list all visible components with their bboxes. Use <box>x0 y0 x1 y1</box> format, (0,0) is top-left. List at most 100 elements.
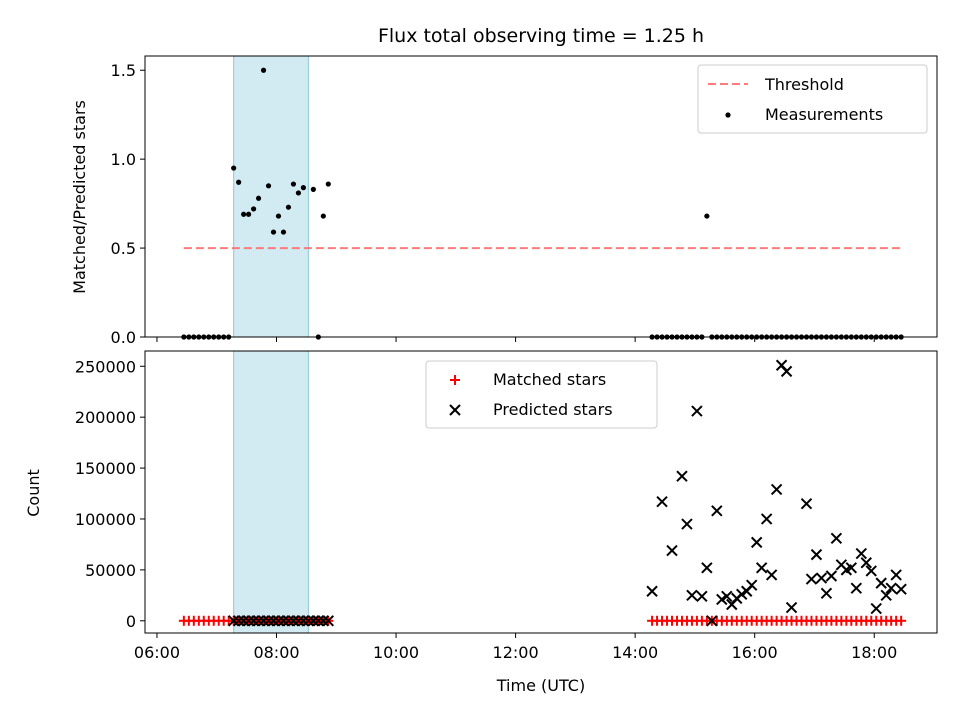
bottom-y-tick-label: 200000 <box>75 408 136 427</box>
top-y-tick-label: 0.0 <box>111 328 136 347</box>
top-y-tick-label: 1.0 <box>111 150 136 169</box>
predicted-star-point <box>805 573 818 585</box>
predicted-star-point <box>770 483 783 496</box>
predicted-star-point <box>825 570 838 582</box>
legend-threshold-label: Threshold <box>764 75 844 94</box>
measurement-point <box>246 211 252 217</box>
predicted-star-point <box>750 536 763 549</box>
measurement-point <box>285 204 292 210</box>
bottom-x-tick-label: 10:00 <box>373 643 419 662</box>
predicted-star-point <box>815 572 828 584</box>
measurement-point <box>275 213 282 219</box>
top-y-axis-label: Matched/Predicted stars <box>70 100 89 294</box>
predicted-star-point <box>317 615 330 627</box>
predicted-star-point <box>247 615 260 627</box>
predicted-star-point <box>307 615 320 627</box>
legend-measurements-label: Measurements <box>765 105 883 124</box>
predicted-star-point <box>755 562 768 574</box>
predicted-star-point <box>242 615 255 627</box>
predicted-star-point <box>875 577 887 589</box>
x-axis-label: Time (UTC) <box>496 676 585 695</box>
measurement-point <box>310 186 316 192</box>
predicted-star-point <box>820 587 833 600</box>
top-panel: 0.0 0.5 1.0 1.5 Threshold Measurements <box>111 55 938 347</box>
measurement-point <box>280 229 287 235</box>
predicted-star-point <box>701 562 713 574</box>
predicted-star-point <box>696 590 708 603</box>
bottom-y-tick-label: 0 <box>126 612 136 631</box>
top-shaded-span <box>233 55 309 338</box>
measurement-point <box>320 213 326 219</box>
measurement-point <box>231 165 237 171</box>
predicted-star-point <box>646 585 658 597</box>
legend-matched-label: Matched stars <box>493 370 606 389</box>
bottom-y-tick-label: 150000 <box>75 459 136 478</box>
predicted-star-point <box>302 615 315 627</box>
predicted-star-point <box>810 548 823 561</box>
predicted-star-point <box>272 615 285 627</box>
predicted-star-point <box>262 615 275 627</box>
predicted-star-point <box>885 582 897 594</box>
bottom-legend: Matched stars Predicted stars <box>425 360 658 429</box>
predicted-star-point <box>267 615 280 627</box>
predicted-star-point <box>865 565 877 577</box>
predicted-star-point <box>666 544 678 557</box>
predicted-star-point <box>287 615 300 627</box>
matched-star-point <box>896 615 907 626</box>
legend-predicted-label: Predicted stars <box>493 400 613 419</box>
bottom-x-tick-label: 12:00 <box>493 643 539 662</box>
predicted-star-point <box>745 579 758 591</box>
predicted-star-point <box>237 615 250 627</box>
predicted-star-point <box>765 569 778 581</box>
bottom-axes-frame <box>144 350 938 634</box>
bottom-y-tick-label: 50000 <box>85 561 136 580</box>
predicted-star-point <box>711 505 723 517</box>
predicted-star-point <box>292 615 305 627</box>
predicted-star-point <box>785 601 798 614</box>
bottom-legend-box <box>425 360 658 429</box>
predicted-star-point <box>681 518 693 530</box>
bottom-x-tick-label: 06:00 <box>134 643 180 662</box>
measurement-point <box>704 213 710 219</box>
predicted-star-point <box>845 562 858 574</box>
predicted-star-point <box>277 615 290 627</box>
legend-measurements-swatch <box>725 112 731 118</box>
bottom-panel: 0 50000 100000 150000 200000 250000 06:00 08:00… <box>75 350 938 662</box>
measurement-point <box>265 183 272 189</box>
top-legend: Threshold Measurements <box>697 64 928 134</box>
bottom-y-tick-label: 100000 <box>75 510 136 529</box>
predicted-star-point <box>830 532 843 545</box>
measurement-point <box>270 229 277 235</box>
predicted-star-point <box>257 615 270 627</box>
measurement-point <box>300 185 306 191</box>
measurement-point <box>290 181 297 187</box>
measurement-point <box>236 179 242 185</box>
predicted-star-point <box>721 590 733 603</box>
predicted-star-point <box>232 615 245 627</box>
top-y-tick-label: 1.5 <box>111 61 136 80</box>
bottom-x-tick-label: 16:00 <box>732 643 778 662</box>
predicted-star-point <box>282 615 295 627</box>
bottom-y-axis-label: Count <box>24 469 43 517</box>
predicted-star-point <box>760 513 773 525</box>
top-y-tick-label: 0.5 <box>111 239 136 258</box>
predicted-star-point <box>252 615 265 627</box>
measurement-point <box>241 211 247 217</box>
predicted-star-point <box>676 470 688 482</box>
bottom-y-tick-label: 250000 <box>75 357 136 376</box>
predicted-star-point <box>780 365 793 378</box>
measurement-point <box>255 195 262 201</box>
predicted-star-point <box>227 615 240 627</box>
legend-predicted-swatch-b <box>449 404 461 416</box>
predicted-star-point <box>297 615 310 627</box>
predicted-star-point <box>895 583 907 595</box>
measurement-point <box>250 206 257 212</box>
predicted-star-point <box>850 582 863 594</box>
predicted-star-point <box>855 547 867 560</box>
chart-title: Flux total observing time = 1.25 h <box>378 25 704 47</box>
predicted-star-point <box>322 615 335 627</box>
bottom-x-tick-label: 14:00 <box>612 643 658 662</box>
predicted-star-point <box>312 615 325 627</box>
predicted-star-point <box>691 405 703 417</box>
predicted-star-point <box>870 602 882 615</box>
